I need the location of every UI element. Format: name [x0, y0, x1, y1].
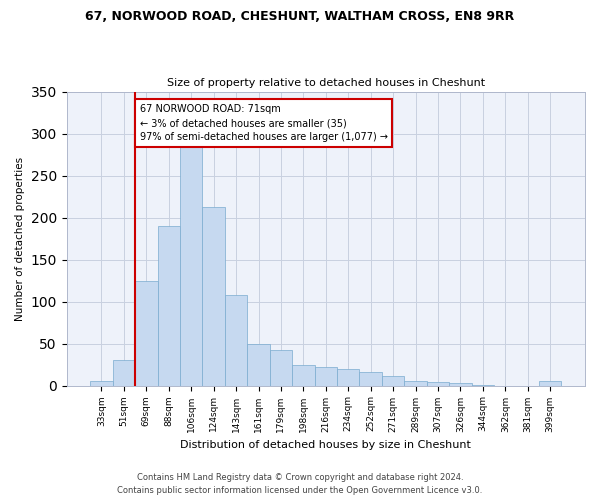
- Bar: [314, 367, 337, 386]
- Bar: [270, 350, 292, 386]
- Bar: [202, 206, 225, 386]
- Text: Contains HM Land Registry data © Crown copyright and database right 2024.
Contai: Contains HM Land Registry data © Crown c…: [118, 474, 482, 495]
- Bar: [90, 382, 113, 386]
- Text: 67 NORWOOD ROAD: 71sqm
← 3% of detached houses are smaller (35)
97% of semi-deta: 67 NORWOOD ROAD: 71sqm ← 3% of detached …: [140, 104, 388, 142]
- Bar: [427, 382, 449, 386]
- Title: Size of property relative to detached houses in Cheshunt: Size of property relative to detached ho…: [167, 78, 485, 88]
- Bar: [382, 376, 404, 386]
- Bar: [539, 382, 562, 386]
- Bar: [449, 383, 472, 386]
- Bar: [247, 344, 270, 386]
- Bar: [472, 384, 494, 386]
- Bar: [337, 369, 359, 386]
- X-axis label: Distribution of detached houses by size in Cheshunt: Distribution of detached houses by size …: [181, 440, 471, 450]
- Bar: [158, 226, 180, 386]
- Bar: [292, 364, 314, 386]
- Bar: [180, 138, 202, 386]
- Bar: [359, 372, 382, 386]
- Bar: [113, 360, 135, 386]
- Bar: [135, 280, 158, 386]
- Bar: [404, 382, 427, 386]
- Y-axis label: Number of detached properties: Number of detached properties: [15, 156, 25, 320]
- Text: 67, NORWOOD ROAD, CHESHUNT, WALTHAM CROSS, EN8 9RR: 67, NORWOOD ROAD, CHESHUNT, WALTHAM CROS…: [85, 10, 515, 23]
- Bar: [225, 295, 247, 386]
